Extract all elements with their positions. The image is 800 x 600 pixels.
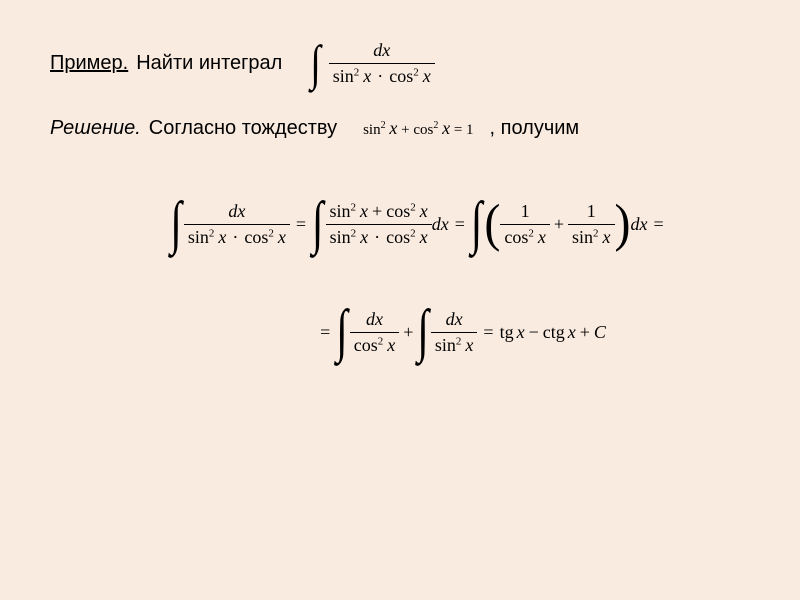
identity-formula: sin2 x + cos2 x = 1 [363, 118, 473, 139]
ctg-term: ctg [543, 322, 565, 343]
plus-sign: + [403, 322, 413, 343]
integral-sign: ∫ [312, 190, 324, 257]
fraction-mid: sin2 x + cos2 x sin2 x · cos2 x [326, 201, 432, 248]
integral-sign: ∫ [170, 190, 182, 257]
fraction-cos: 1 cos2 x [500, 201, 550, 248]
fraction-1: dx sin2 x · cos2 x [329, 40, 435, 87]
integral-sign: ∫ [336, 298, 348, 365]
line-2-solution: Решение. Согласно тождеству sin2 x + cos… [50, 117, 750, 140]
derivation-line-1: ∫ dx sin2 x · cos2 x = ∫ sin2 x + cos2 x… [50, 200, 750, 248]
equals-sign: = [455, 214, 465, 235]
plus-sign: + [580, 322, 590, 343]
left-paren-icon: ( [484, 198, 500, 251]
equals-sign: = [483, 322, 493, 343]
line-1-example: Пример. Найти интеграл ∫ dx sin2 x · cos… [50, 40, 750, 87]
derivation-line-2: = ∫ dx cos2 x + ∫ dx sin2 x = tg x − ctg… [50, 308, 750, 356]
example-label: Пример. [50, 52, 128, 75]
fraction-dx-sin: dx sin2 x [431, 309, 478, 356]
equals-sign: = [296, 214, 306, 235]
plus-sign: + [554, 214, 564, 235]
find-integral-label: Найти интеграл [136, 52, 282, 75]
tg-term: tg [500, 322, 514, 343]
equals-sign: = [320, 322, 330, 343]
fraction-dx-cos: dx cos2 x [350, 309, 400, 356]
minus-sign: − [529, 322, 539, 343]
dx-term: dx [631, 214, 648, 235]
solution-label: Решение. [50, 117, 141, 140]
according-label: Согласно тождеству [149, 117, 337, 140]
integral-sign: ∫ [417, 298, 429, 365]
integral-expression-1: ∫ dx sin2 x · cos2 x [310, 40, 434, 87]
fraction-left: dx sin2 x · cos2 x [184, 201, 290, 248]
equals-sign: = [654, 214, 664, 235]
dx-term: dx [432, 214, 449, 235]
integral-sign: ∫ [310, 35, 320, 92]
fraction-sin: 1 sin2 x [568, 201, 615, 248]
get-label: , получим [490, 117, 580, 140]
constant-c: C [594, 322, 606, 343]
right-paren-icon: ) [615, 198, 631, 251]
integral-sign: ∫ [471, 190, 483, 257]
